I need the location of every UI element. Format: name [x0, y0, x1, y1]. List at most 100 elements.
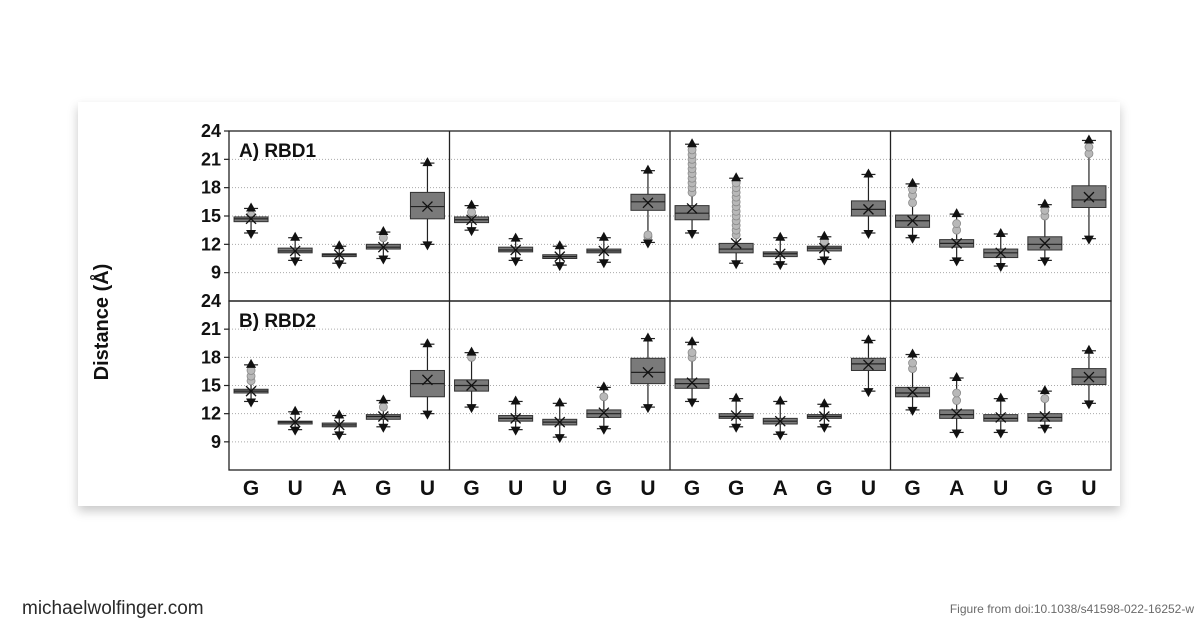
min-marker — [775, 261, 786, 271]
mean-marker — [598, 245, 610, 257]
min-marker — [642, 239, 653, 249]
mean-marker — [1039, 237, 1051, 249]
category-label: A — [949, 477, 964, 500]
min-marker — [510, 426, 521, 436]
mean-marker — [642, 197, 654, 209]
min-marker — [995, 263, 1006, 273]
y-tick-label: 21 — [201, 149, 221, 169]
min-marker — [510, 257, 521, 267]
y-tick-label: 24 — [201, 291, 221, 311]
max-marker — [290, 231, 301, 241]
mean-marker — [333, 249, 345, 261]
min-marker — [290, 426, 301, 436]
mean-marker — [377, 241, 389, 253]
category-label: U — [1081, 477, 1096, 500]
max-marker — [422, 157, 433, 167]
mean-marker — [598, 407, 610, 419]
category-label: G — [463, 477, 479, 500]
mean-marker — [510, 412, 522, 424]
mean-marker — [686, 377, 698, 389]
max-marker — [819, 398, 830, 408]
outlier-point — [378, 402, 388, 412]
max-marker — [378, 394, 389, 404]
iqr-box — [718, 242, 754, 254]
min-marker — [422, 241, 433, 251]
mean-marker — [818, 242, 830, 254]
y-tick-label: 15 — [201, 376, 221, 396]
mean-marker — [377, 411, 389, 422]
category-label: U — [640, 477, 655, 500]
category-label: U — [552, 477, 567, 500]
max-marker — [951, 208, 962, 218]
y-tick-label: 15 — [201, 206, 221, 226]
max-marker — [1039, 198, 1050, 208]
category-label: A — [332, 477, 347, 500]
min-marker — [907, 234, 918, 244]
mean-marker — [862, 203, 874, 215]
min-marker — [290, 257, 301, 267]
y-tick-label: 9 — [211, 263, 221, 283]
mean-marker — [466, 380, 478, 391]
min-marker — [422, 410, 433, 420]
site-name[interactable]: michaelwolfinger.com — [22, 598, 204, 619]
min-marker — [246, 398, 257, 408]
row-label: B) RBD2 — [239, 311, 316, 332]
category-label: G — [684, 477, 700, 500]
mean-marker — [642, 366, 654, 378]
box-plot-chart: Distance (Å) 9 12 15 18 21 24 9 12 15 18 21 24 A) RB… — [89, 121, 1112, 500]
mean-marker — [421, 201, 433, 213]
max-marker — [642, 164, 653, 174]
max-marker — [598, 231, 609, 241]
figure-card: Distance (Å) 9 12 15 18 21 24 9 12 15 18 21 24 A) RB… — [78, 102, 1120, 506]
max-marker — [554, 397, 565, 407]
mean-marker — [995, 247, 1007, 259]
y-tick-label: 9 — [211, 432, 221, 452]
min-marker — [1039, 257, 1050, 267]
min-marker — [554, 262, 565, 272]
max-marker — [1083, 344, 1094, 354]
y-tick-label: 18 — [201, 347, 221, 367]
category-label: G — [728, 477, 744, 500]
category-label: U — [508, 477, 523, 500]
min-marker — [731, 423, 742, 433]
mean-marker — [1039, 411, 1051, 422]
mean-marker — [245, 385, 257, 397]
category-label: G — [243, 477, 259, 500]
max-marker — [907, 177, 918, 187]
min-marker — [466, 404, 477, 414]
mean-marker — [774, 415, 786, 427]
outlier-point — [952, 388, 962, 398]
outlier-point — [687, 348, 697, 358]
max-marker — [995, 392, 1006, 402]
mean-marker — [333, 419, 345, 431]
max-marker — [1039, 385, 1050, 395]
mean-marker — [1083, 371, 1095, 383]
category-label: U — [861, 477, 876, 500]
min-marker — [1039, 424, 1050, 434]
y-axis-title: Distance (Å) — [89, 264, 113, 381]
outlier-point — [952, 219, 962, 228]
min-marker — [951, 429, 962, 439]
min-marker — [951, 257, 962, 267]
category-label: U — [993, 477, 1008, 500]
min-marker — [378, 255, 389, 265]
mean-marker — [245, 213, 257, 225]
category-label: G — [816, 477, 832, 500]
max-marker — [775, 395, 786, 405]
min-marker — [863, 230, 874, 239]
category-label: G — [904, 477, 920, 500]
min-marker — [687, 398, 698, 408]
min-marker — [775, 431, 786, 441]
max-marker — [863, 334, 874, 344]
min-marker — [687, 230, 698, 239]
mean-marker — [951, 237, 963, 249]
mean-marker — [686, 202, 698, 214]
max-marker — [863, 168, 874, 178]
min-marker — [863, 388, 874, 398]
max-marker — [246, 358, 257, 368]
mean-marker — [730, 237, 742, 249]
outlier-point — [467, 207, 476, 217]
category-label: A — [773, 477, 788, 500]
mean-marker — [995, 411, 1007, 423]
y-tick-label: 12 — [201, 234, 221, 254]
